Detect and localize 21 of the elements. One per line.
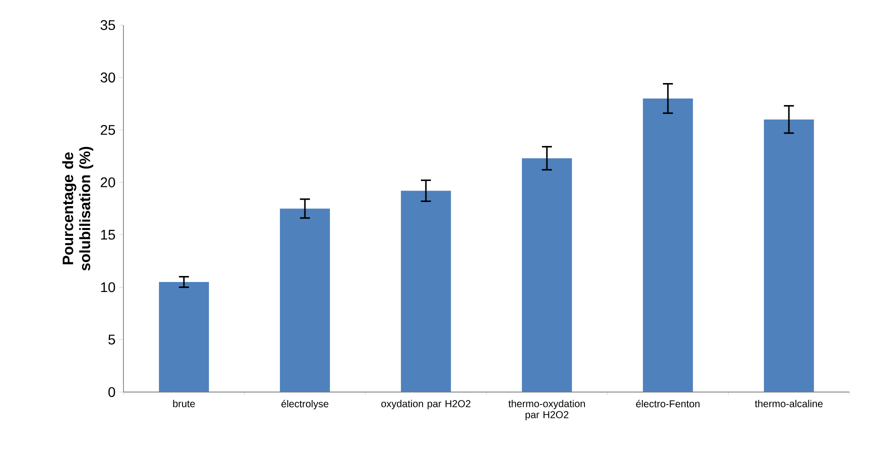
y-tick-label: 15	[101, 230, 116, 240]
x-tick-label: thermo-alcaline	[754, 400, 823, 408]
x-tick-label: brute	[173, 400, 195, 408]
x-tick-label: électro-Fenton	[636, 400, 700, 408]
y-tick-label: 35	[100, 20, 116, 30]
y-tick-label: 0	[108, 387, 116, 398]
y-axis-title: Pourcentage de solubilisation (%)	[62, 146, 94, 271]
x-tick-label: oxydation par H2O2	[381, 400, 470, 410]
y-tick-label: 30	[100, 72, 116, 82]
x-tick-label: électrolyse	[281, 400, 328, 410]
x-tick-label: thermo-oxydation par H2O2	[508, 400, 585, 420]
y-tick-label: 10	[101, 282, 116, 292]
bar	[400, 190, 451, 392]
y-tick-label: 25	[100, 124, 116, 135]
bar	[280, 208, 330, 392]
bar	[522, 158, 572, 392]
bar	[764, 119, 814, 392]
bar	[642, 98, 693, 392]
y-tick-label: 5	[108, 334, 116, 345]
y-tick-label: 20	[100, 177, 116, 188]
bar	[158, 282, 209, 392]
